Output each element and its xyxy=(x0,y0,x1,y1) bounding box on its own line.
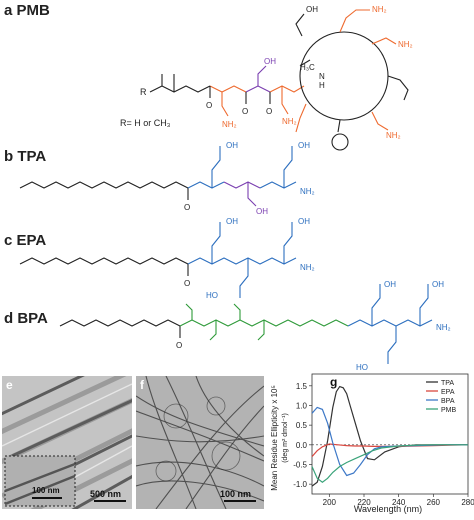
bpa-ho: HO xyxy=(356,363,368,372)
inset-scale-bar xyxy=(32,497,62,499)
pmb-oh-top: OH xyxy=(306,5,318,14)
tem-image-f: f 100 nm xyxy=(136,376,264,509)
tem-image-f-art xyxy=(136,376,264,509)
pmb-r-group: R= H or CH₃ xyxy=(120,118,171,128)
scale-bar-e xyxy=(94,500,126,502)
chart-ylabel: Mean Residue Ellipticity x 10⁵ xyxy=(270,385,279,491)
epa-structure xyxy=(19,222,297,298)
epa-ho: HO xyxy=(206,291,218,300)
pmb-structure xyxy=(149,9,409,151)
tem-image-e-art xyxy=(2,376,132,509)
pmb-nh2-2: NH₂ xyxy=(282,117,297,126)
y-tick-label: 0.5 xyxy=(296,421,308,430)
pmb-n: N xyxy=(319,72,325,81)
x-tick-label: 260 xyxy=(427,498,441,507)
bpa-structure xyxy=(59,284,433,364)
pmb-o-2: O xyxy=(242,107,248,116)
chart-axes: 200 220 240 260 280 -1.0 -0.5 0.0 0.5 1.0 1.5 xyxy=(293,373,474,507)
legend-label-epa: EPA xyxy=(441,389,455,396)
scale-text-e: 500 nm xyxy=(90,489,122,499)
pmb-nh2-4: NH₂ xyxy=(398,40,413,49)
y-tick-label: 1.5 xyxy=(296,382,308,391)
epa-oh-2: OH xyxy=(298,217,310,226)
tpa-structure xyxy=(19,146,297,207)
scale-bar-f xyxy=(224,500,256,502)
legend-label-pmb: PMB xyxy=(441,407,457,414)
panel-label-c: c EPA xyxy=(4,232,47,249)
panel-label-g: g xyxy=(330,375,337,389)
plot-frame xyxy=(311,373,469,495)
y-tick-label: 0.0 xyxy=(296,441,308,450)
tpa-nh2: NH₂ xyxy=(300,187,315,196)
series-line-pmb xyxy=(311,444,468,483)
panel-label-f: f xyxy=(140,378,144,392)
tem-image-e: e 100 nm 500 nm xyxy=(2,376,132,509)
chart-series xyxy=(311,385,469,487)
legend-label-bpa: BPA xyxy=(441,398,455,405)
bpa-oh-2: OH xyxy=(432,280,444,289)
x-tick-label: 220 xyxy=(357,498,371,507)
pmb-r-mark: R xyxy=(140,87,147,97)
legend-label-tpa: TPA xyxy=(441,380,454,387)
pmb-h: H xyxy=(319,81,325,90)
inset-scale-text: 100 nm xyxy=(32,486,60,495)
x-tick-label: 200 xyxy=(323,498,337,507)
pmb-h3c: H₃C xyxy=(300,63,315,72)
panel-label-a: a PMB xyxy=(4,2,50,19)
y-tick-label: -1.0 xyxy=(293,480,307,489)
cd-chart-panel: 200 220 240 260 280 -1.0 -0.5 0.0 0.5 1.0 1.5 TPA E… xyxy=(268,366,474,515)
bpa-o: O xyxy=(176,341,182,350)
y-tick-label: 1.0 xyxy=(296,401,308,410)
tpa-oh-3: OH xyxy=(256,207,268,216)
y-tick-label: -0.5 xyxy=(293,460,307,469)
tpa-oh-2: OH xyxy=(298,141,310,150)
tpa-oh: OH xyxy=(226,141,238,150)
cd-chart: 200 220 240 260 280 -1.0 -0.5 0.0 0.5 1.0 1.5 TPA E… xyxy=(270,373,474,514)
panel-label-e: e xyxy=(6,378,13,392)
x-tick-label: 240 xyxy=(392,498,406,507)
pmb-o-3: O xyxy=(266,107,272,116)
scale-text-f: 100 nm xyxy=(220,489,252,499)
epa-oh: OH xyxy=(226,217,238,226)
pmb-nh2-5: NH₂ xyxy=(386,131,401,140)
panel-label-d: d BPA xyxy=(4,310,48,327)
chemical-structures: R R= H or CH₃ O O O NH₂ NH₂ OH NH₂ NH₂ N… xyxy=(19,5,451,372)
chart-xlabel: Wavelength (nm) xyxy=(354,504,422,514)
tpa-o: O xyxy=(184,203,190,212)
x-tick-label: 280 xyxy=(461,498,474,507)
bpa-oh: OH xyxy=(384,280,396,289)
pmb-oh-mid: OH xyxy=(264,57,276,66)
pmb-o-1: O xyxy=(206,101,212,110)
epa-nh2: NH₂ xyxy=(300,263,315,272)
bpa-nh2: NH₂ xyxy=(436,323,451,332)
chart-ylabel-unit: (deg m² dmol⁻¹) xyxy=(282,413,289,463)
epa-o: O xyxy=(184,279,190,288)
chart-legend: TPA EPA BPA PMB xyxy=(426,380,457,414)
pmb-nh2-1: NH₂ xyxy=(222,120,237,129)
pmb-nh2-3: NH₂ xyxy=(372,5,387,14)
series-line-bpa xyxy=(311,406,468,477)
panel-label-b: b TPA xyxy=(4,148,47,165)
